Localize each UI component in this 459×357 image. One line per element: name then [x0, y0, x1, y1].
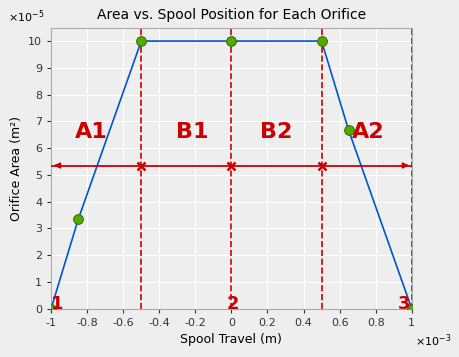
Text: $\times10^{-5}$: $\times10^{-5}$ [8, 8, 44, 25]
Text: 1: 1 [51, 295, 63, 313]
X-axis label: Spool Travel (m): Spool Travel (m) [180, 333, 282, 346]
Text: B1: B1 [175, 122, 207, 142]
Text: 2: 2 [226, 295, 239, 313]
Text: A1: A1 [74, 122, 107, 142]
Text: B2: B2 [260, 122, 292, 142]
Text: $\times10^{-3}$: $\times10^{-3}$ [414, 333, 451, 349]
Title: Area vs. Spool Position for Each Orifice: Area vs. Spool Position for Each Orifice [97, 8, 365, 22]
Text: 3: 3 [397, 295, 409, 313]
Y-axis label: Orifice Area (m²): Orifice Area (m²) [10, 116, 22, 221]
Text: A2: A2 [352, 122, 384, 142]
